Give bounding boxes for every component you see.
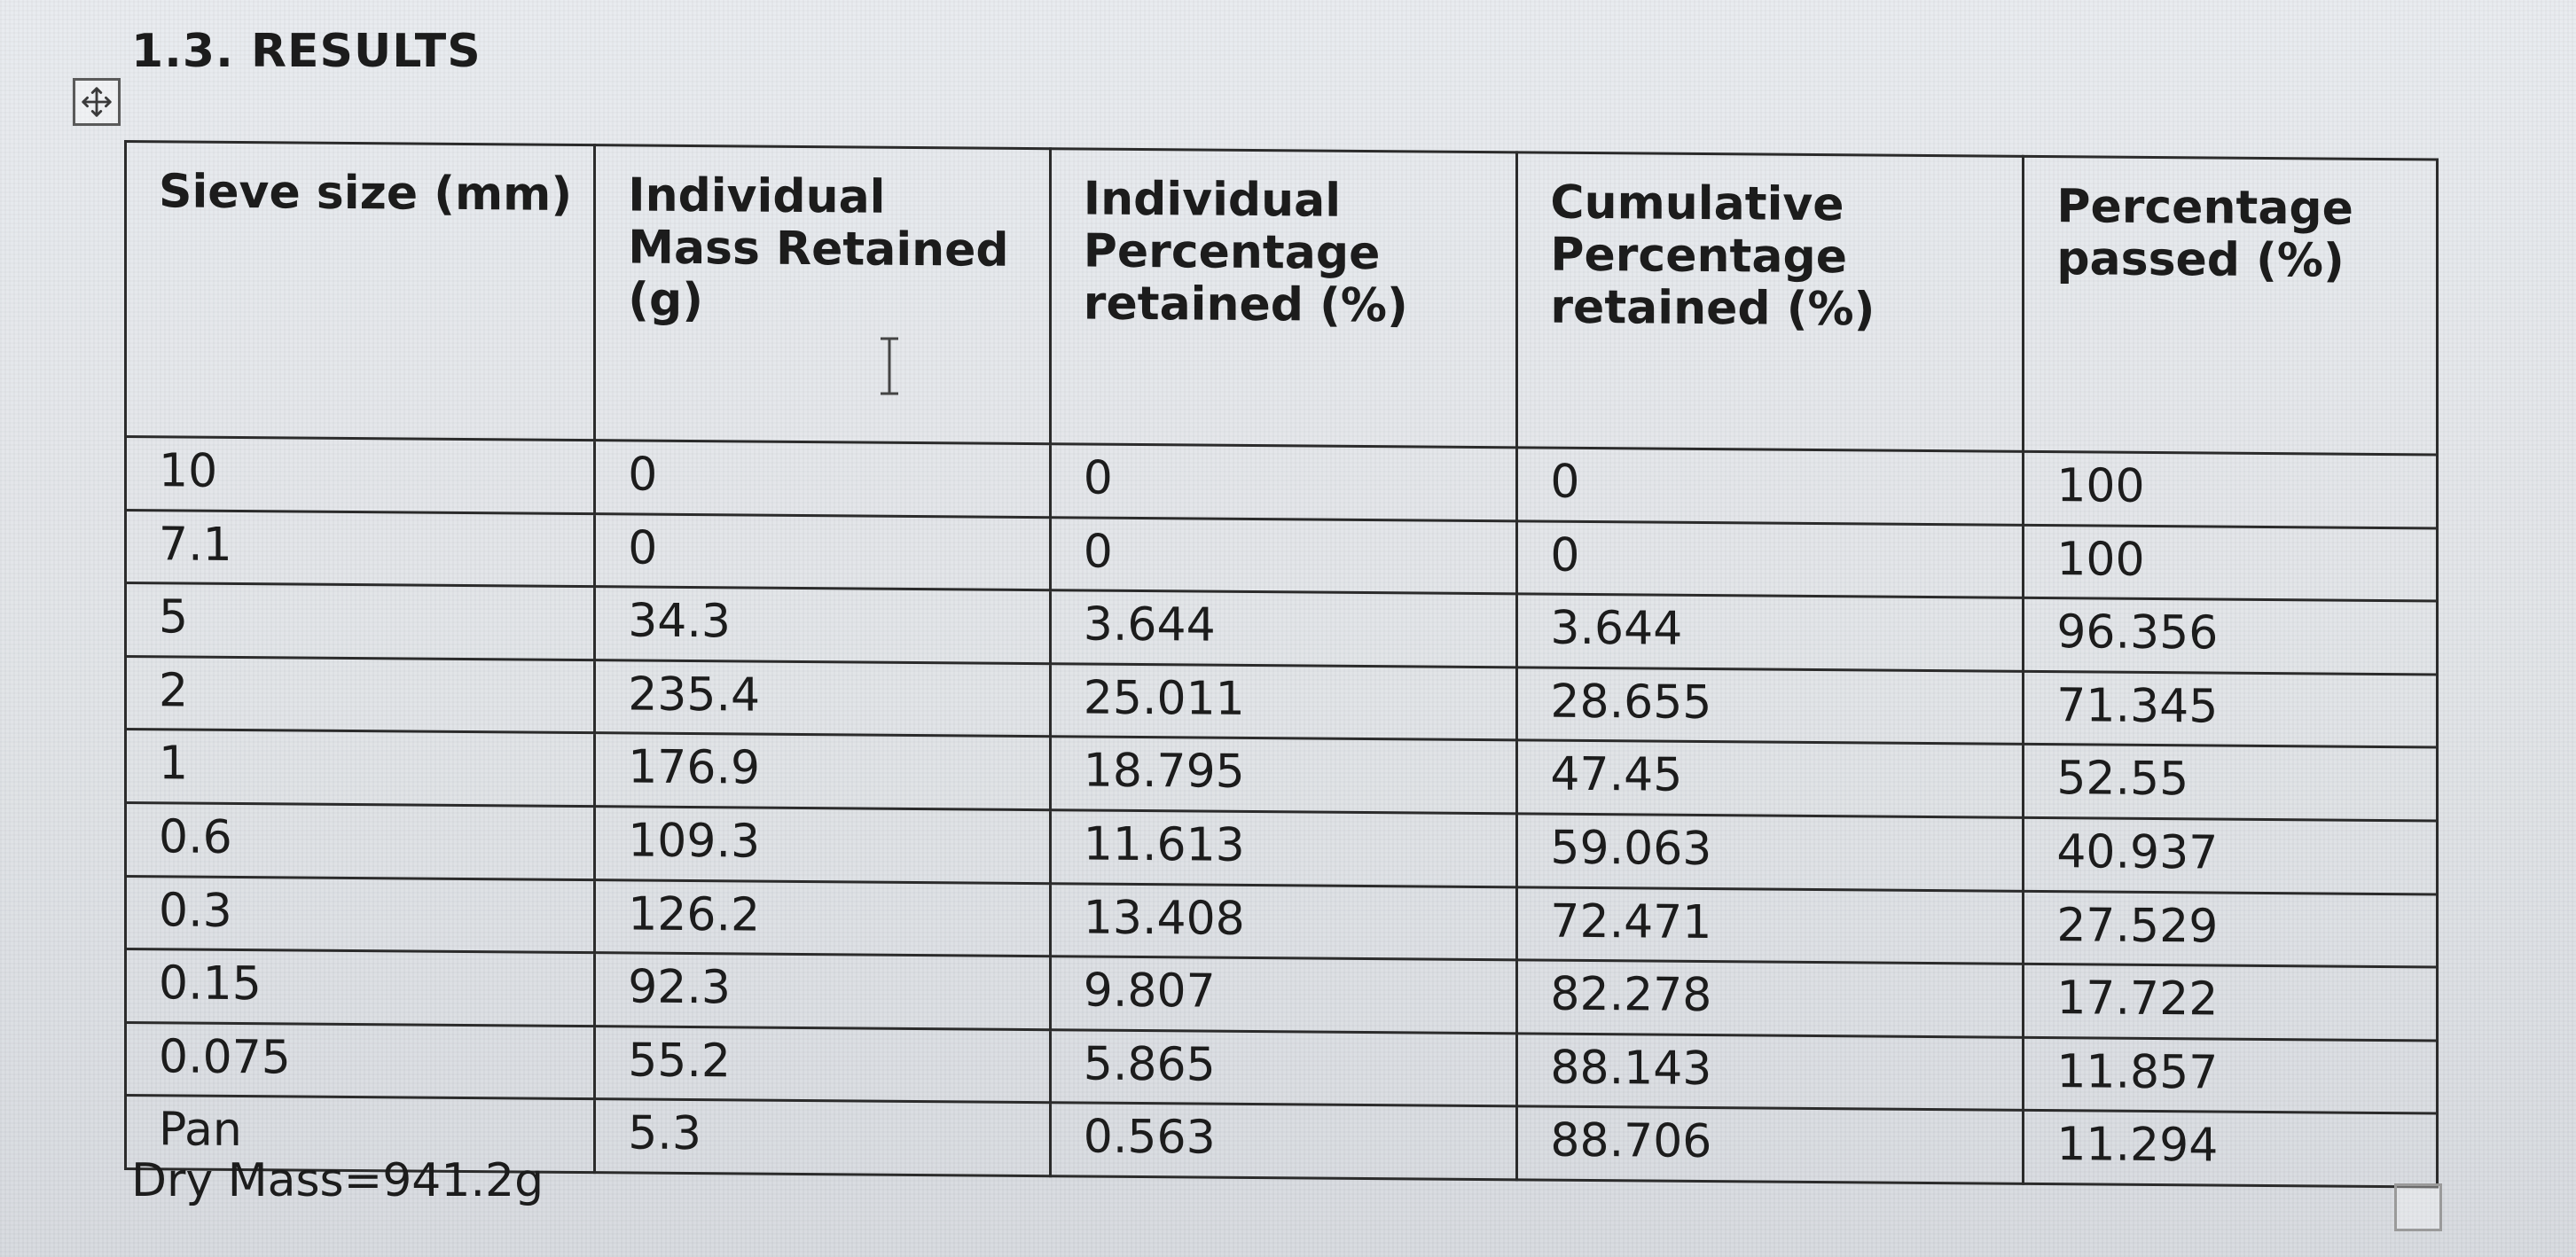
individual-percentage-cell: 11.613 <box>1050 809 1517 887</box>
cumulative-percentage-cell: 47.45 <box>1516 740 2024 818</box>
mass-retained-cell: 109.3 <box>594 806 1051 884</box>
sieve-size-cell: 0.15 <box>125 949 595 1027</box>
mass-retained-cell: 92.3 <box>594 952 1051 1030</box>
results-table-wrapper: Sieve size (mm) Individual Mass Retained… <box>124 140 2439 1188</box>
sieve-size-cell: 0.075 <box>125 1022 595 1100</box>
move-arrows-icon <box>82 87 112 117</box>
mass-retained-cell: 0 <box>594 440 1051 518</box>
cumulative-percentage-cell: 72.471 <box>1516 886 2024 964</box>
cumulative-percentage-cell: 88.143 <box>1516 1033 2024 1111</box>
table-header-row: Sieve size (mm) Individual Mass Retained… <box>125 141 2438 455</box>
percentage-passed-cell: 52.55 <box>2023 744 2438 821</box>
percentage-passed-cell: 17.722 <box>2023 964 2438 1041</box>
text-cursor-icon <box>881 337 898 395</box>
sieve-size-cell: 0.3 <box>125 876 595 953</box>
individual-percentage-cell: 0 <box>1050 517 1517 595</box>
mass-retained-cell: 0 <box>594 513 1051 590</box>
mass-retained-cell: 126.2 <box>594 879 1051 956</box>
percentage-passed-cell: 40.937 <box>2023 817 2438 894</box>
mass-retained-cell: 235.4 <box>594 660 1051 738</box>
cumulative-percentage-cell: 88.706 <box>1516 1106 2024 1184</box>
cumulative-percentage-cell: 0 <box>1516 520 2024 598</box>
header-sieve-size: Sieve size (mm) <box>125 141 595 441</box>
percentage-passed-cell: 11.294 <box>2023 1110 2438 1187</box>
mass-retained-cell: 176.9 <box>594 733 1051 810</box>
cumulative-percentage-cell: 0 <box>1516 447 2024 525</box>
mass-retained-cell: 55.2 <box>594 1026 1051 1104</box>
mass-retained-cell: 34.3 <box>594 586 1051 664</box>
sieve-size-cell: 7.1 <box>125 510 595 587</box>
header-individual-percentage: Individual Percentage retained (%) <box>1050 148 1517 448</box>
sieve-size-cell: 1 <box>125 729 595 807</box>
section-heading: 1.3. RESULTS <box>131 25 482 78</box>
header-cumulative-percentage: Cumulative Percentage retained (%) <box>1516 152 2024 452</box>
percentage-passed-cell: 100 <box>2023 524 2438 602</box>
header-percentage-passed: Percentage passed (%) <box>2023 156 2438 455</box>
individual-percentage-cell: 5.865 <box>1050 1029 1517 1107</box>
percentage-passed-cell: 96.356 <box>2023 597 2438 675</box>
mass-retained-cell: 5.3 <box>594 1099 1051 1176</box>
cumulative-percentage-cell: 3.644 <box>1516 594 2024 672</box>
cumulative-percentage-cell: 59.063 <box>1516 813 2024 891</box>
sieve-size-cell: 5 <box>125 582 595 660</box>
individual-percentage-cell: 13.408 <box>1050 883 1517 960</box>
cumulative-percentage-cell: 28.655 <box>1516 667 2024 745</box>
percentage-passed-cell: 100 <box>2023 451 2438 528</box>
dry-mass-note: Dry Mass=941.2g <box>131 1154 544 1207</box>
individual-percentage-cell: 25.011 <box>1050 663 1517 741</box>
individual-percentage-cell: 3.644 <box>1050 589 1517 668</box>
cumulative-percentage-cell: 82.278 <box>1516 959 2024 1038</box>
percentage-passed-cell: 27.529 <box>2023 890 2438 968</box>
sieve-size-cell: 0.6 <box>125 802 595 880</box>
table-resize-icon[interactable] <box>2394 1183 2442 1231</box>
header-mass-retained: Individual Mass Retained (g) <box>594 144 1051 444</box>
sieve-size-cell: 10 <box>125 436 595 514</box>
percentage-passed-cell: 11.857 <box>2023 1037 2438 1114</box>
individual-percentage-cell: 0.563 <box>1050 1103 1517 1180</box>
individual-percentage-cell: 0 <box>1050 443 1517 521</box>
individual-percentage-cell: 9.807 <box>1050 956 1517 1034</box>
individual-percentage-cell: 18.795 <box>1050 737 1517 814</box>
table-move-icon[interactable] <box>73 78 121 126</box>
percentage-passed-cell: 71.345 <box>2023 671 2438 748</box>
sieve-size-cell: 2 <box>125 656 595 734</box>
results-table: Sieve size (mm) Individual Mass Retained… <box>124 140 2439 1188</box>
